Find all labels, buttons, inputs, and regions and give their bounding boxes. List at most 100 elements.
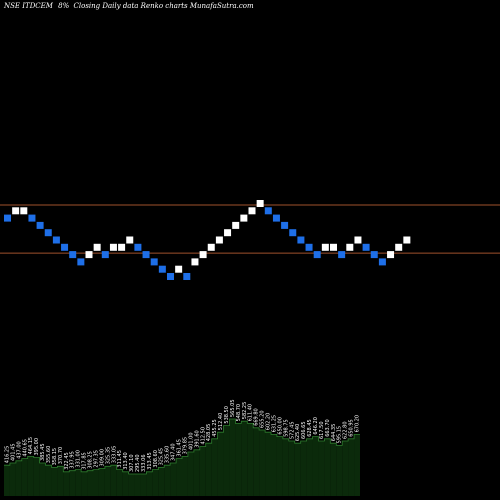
renko-brick-up [118, 243, 126, 251]
volume-bar [342, 441, 349, 496]
header-box-size: 8% [58, 2, 69, 10]
renko-brick-up [12, 207, 20, 215]
volume-bar [21, 458, 28, 496]
volume-bar [116, 469, 123, 496]
volume-bar [4, 465, 10, 496]
header-tail: Closing Daily data Renko charts MunafaSu… [74, 2, 254, 10]
renko-bricks [4, 200, 411, 280]
renko-brick-down [167, 273, 174, 280]
volume-value-label: 582.25 [242, 402, 248, 420]
volume-value-label: 663.70 [325, 419, 331, 437]
volume-bar [288, 441, 295, 496]
volume-value-label: 650.00 [277, 417, 283, 435]
volume-bar [330, 443, 337, 496]
volume-value-label: 437.00 [16, 441, 22, 459]
renko-brick-up [403, 236, 411, 244]
volume-value-label: 412.50 [200, 427, 206, 445]
volume-value-label: 370.70 [58, 447, 64, 465]
renko-brick-up [232, 221, 240, 229]
volume-value-label: 644.35 [331, 424, 337, 442]
volume-bar [265, 432, 271, 496]
renko-brick-down [69, 251, 77, 259]
volume-bar [9, 463, 16, 496]
volume-bar [110, 465, 117, 496]
volume-bar [241, 421, 248, 496]
volume-value-label: 337.95 [70, 451, 76, 469]
volume-bar [193, 449, 200, 496]
volume-value-label: 333.06 [141, 455, 147, 473]
volume-bar [98, 468, 105, 496]
renko-brick-down [101, 251, 109, 259]
volume-labels: 416.25 401.45 437.00 440.65 464.15 395.00 385.… [4, 400, 360, 473]
volume-bar [223, 425, 230, 496]
renko-brick-down [297, 236, 305, 244]
volume-bar [57, 466, 64, 496]
renko-brick-up [321, 243, 329, 251]
volume-bar [45, 465, 52, 496]
volume-value-label: 401.45 [10, 444, 16, 462]
volume-outline [4, 418, 360, 475]
volume-bar [87, 470, 93, 496]
volume-bar [187, 452, 194, 496]
volume-value-label: 548.70 [236, 404, 242, 422]
volume-value-label: 622.80 [343, 422, 349, 440]
volume-bar [229, 419, 236, 496]
volume-value-label: 309.00 [99, 449, 105, 467]
renko-brick-down [370, 251, 378, 259]
volume-area [4, 418, 360, 496]
volume-value-label: 295.40 [135, 455, 141, 473]
renko-brick-down [28, 214, 36, 222]
volume-bar [247, 423, 254, 496]
volume-bar [164, 465, 171, 496]
volume-value-label: 379.85 [182, 437, 188, 455]
renko-brick-up [207, 243, 215, 251]
volume-bar [33, 457, 40, 496]
volume-value-label: 358.15 [52, 448, 58, 466]
volume-bar [235, 423, 242, 496]
renko-brick-down [134, 243, 142, 251]
renko-brick-down [183, 273, 191, 280]
renko-brick-down [150, 258, 158, 266]
volume-value-label: 401.00 [188, 433, 194, 451]
renko-brick-down [77, 258, 85, 266]
volume-bar [182, 456, 188, 496]
volume-bar [354, 434, 360, 496]
volume-bar [205, 443, 212, 496]
renko-brick-down [272, 214, 280, 222]
volume-bar [122, 471, 129, 496]
volume-value-label: 611.40 [248, 404, 254, 422]
volume-bar [104, 466, 111, 496]
volume-value-label: 313.40 [123, 452, 129, 470]
renko-brick-up [224, 229, 232, 237]
renko-brick-down [289, 229, 297, 237]
renko-brick-up [346, 243, 354, 251]
renko-brick-down [52, 236, 60, 244]
volume-value-label: 385.45 [40, 444, 46, 462]
volume-value-label: 333.05 [111, 446, 117, 464]
renko-brick-up [191, 258, 199, 266]
volume-bar [348, 438, 355, 496]
volume-value-label: 325.35 [105, 447, 111, 465]
volume-bar [271, 434, 277, 496]
volume-bar [146, 471, 153, 496]
volume-value-label: 308.25 [88, 451, 94, 469]
volume-bar [276, 436, 283, 496]
volume-value-label: 325.45 [159, 448, 165, 466]
renko-brick-up [330, 243, 337, 251]
volume-value-label: 631.25 [271, 415, 277, 433]
renko-brick-down [313, 251, 321, 259]
volume-value-label: 308.60 [153, 450, 159, 468]
volume-bar [63, 471, 70, 496]
volume-value-label: 606.65 [301, 422, 307, 440]
renko-brick-down [362, 243, 370, 251]
volume-bar [81, 471, 88, 496]
volume-value-label: 391.60 [194, 430, 200, 448]
renko-brick-down [378, 258, 386, 266]
volume-bar [259, 430, 266, 496]
volume-bar [211, 438, 218, 496]
volume-bar [27, 456, 34, 496]
renko-brick-down [338, 251, 346, 259]
renko-brick-up [93, 243, 101, 251]
renko-brick-up [240, 214, 248, 222]
